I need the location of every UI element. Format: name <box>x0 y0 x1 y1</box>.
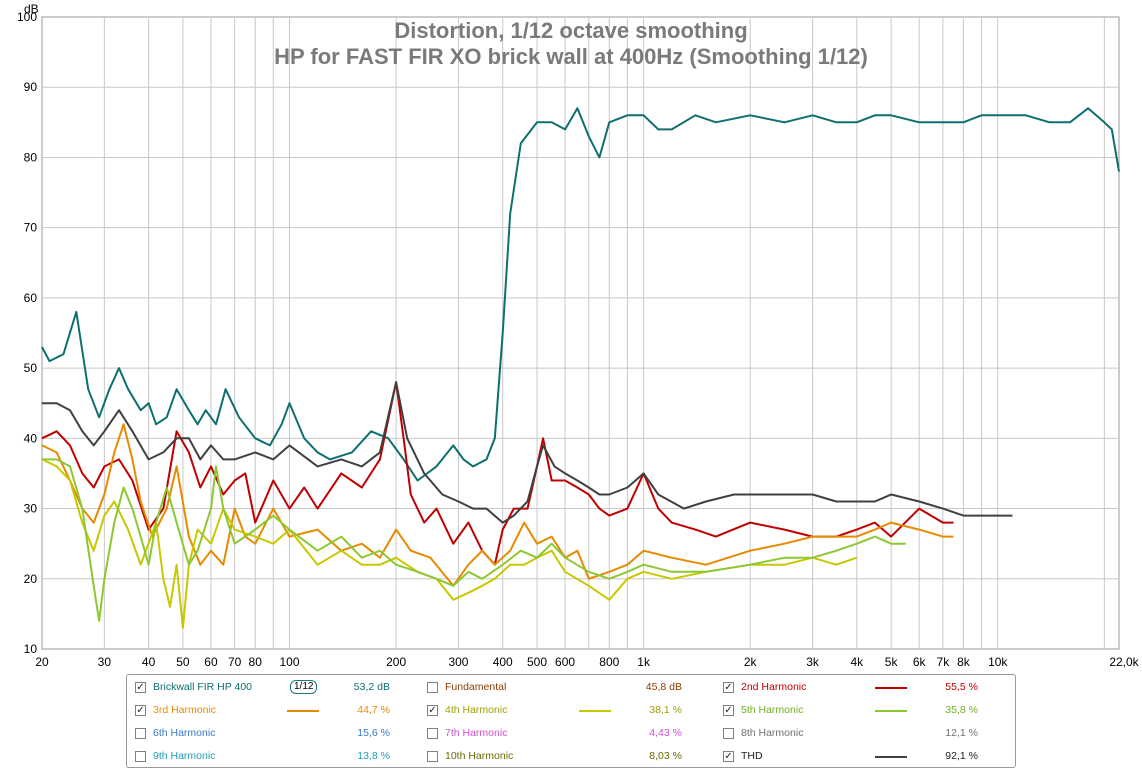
x-tick-label: 8k <box>957 655 971 669</box>
x-tick-label: 4k <box>850 655 864 669</box>
y-tick-label: 70 <box>24 221 38 235</box>
x-tick-label: 5k <box>885 655 899 669</box>
x-tick-label: 20 <box>35 655 49 669</box>
legend-value-3rd-harmonic: 44,7 % <box>357 704 390 716</box>
x-tick-label: 40 <box>142 655 156 669</box>
x-tick-label: 500 <box>527 655 547 669</box>
legend-name-2nd-harmonic: 2nd Harmonic <box>741 681 807 693</box>
legend-checkbox-fundamental[interactable] <box>427 682 438 693</box>
y-axis-ticks: 10 20 30 40 50 60 70 80 90 100 <box>17 10 37 656</box>
legend-name-3rd-harmonic: 3rd Harmonic <box>153 704 217 716</box>
legend: ✓ Brickwall FIR HP 400 1/12 53,2 dB Fundamen… <box>126 674 1016 768</box>
x-tick-label: 70 <box>228 655 242 669</box>
legend-name-thd: THD <box>741 750 763 762</box>
series-line-brickwall-fir-hp-400 <box>41 107 1120 482</box>
y-tick-label: 50 <box>24 361 38 375</box>
x-tick-label: 800 <box>599 655 619 669</box>
legend-value-2nd-harmonic: 55,5 % <box>945 681 978 693</box>
x-tick-label: 30 <box>98 655 112 669</box>
legend-checkbox-7th-harmonic[interactable] <box>427 728 438 739</box>
legend-value-thd: 92,1 % <box>945 750 978 762</box>
series-line-2nd-harmonic <box>41 381 954 566</box>
y-tick-label: 90 <box>24 80 38 94</box>
series-line-thd <box>42 381 1013 524</box>
x-tick-label: 22,0k Hz <box>1109 655 1142 669</box>
series-lines <box>41 107 1120 629</box>
legend-name-4th-harmonic: 4th Harmonic <box>445 704 508 716</box>
legend-checkbox-brickwall-fir-hp-400[interactable]: ✓ <box>135 682 146 693</box>
legend-checkbox-2nd-harmonic[interactable]: ✓ <box>723 682 734 693</box>
x-tick-label: 50 <box>176 655 190 669</box>
legend-checkbox-9th-harmonic[interactable] <box>135 751 146 762</box>
legend-name-7th-harmonic: 7th Harmonic <box>445 727 508 739</box>
y-tick-label: 20 <box>24 572 38 586</box>
legend-swatch-thd <box>875 756 907 758</box>
legend-value-10th-harmonic: 8,03 % <box>649 750 682 762</box>
legend-value-4th-harmonic: 38,1 % <box>649 704 682 716</box>
series-line-4th-harmonic <box>41 458 858 629</box>
x-tick-label: 200 <box>386 655 406 669</box>
y-tick-label: 60 <box>24 291 38 305</box>
legend-checkbox-10th-harmonic[interactable] <box>427 751 438 762</box>
x-tick-label: 1k <box>637 655 651 669</box>
legend-name-fundamental: Fundamental <box>445 681 507 693</box>
legend-checkbox-6th-harmonic[interactable] <box>135 728 146 739</box>
legend-value-6th-harmonic: 15,6 % <box>357 727 390 739</box>
chart-title: Distortion, 1/12 octave smoothing <box>394 18 747 43</box>
legend-checkbox-4th-harmonic[interactable]: ✓ <box>427 705 438 716</box>
legend-name-6th-harmonic: 6th Harmonic <box>153 727 216 739</box>
y-tick-label: 30 <box>24 502 38 516</box>
x-tick-label: 3k <box>806 655 820 669</box>
legend-name-5th-harmonic: 5th Harmonic <box>741 704 804 716</box>
legend-value-9th-harmonic: 13,8 % <box>357 750 390 762</box>
y-tick-label: 80 <box>24 150 38 164</box>
distortion-chart: 20 30 40 50 60 70 80 100 200 300 400 500 600 800 1k 2k 3… <box>17 2 1142 669</box>
legend-value-7th-harmonic: 4,43 % <box>649 727 682 739</box>
y-axis-label: dB <box>24 2 39 16</box>
y-tick-label: 100 <box>17 10 37 24</box>
legend-swatch-4th-harmonic <box>579 710 611 712</box>
legend-swatch-3rd-harmonic <box>287 710 319 712</box>
legend-checkbox-8th-harmonic[interactable] <box>723 728 734 739</box>
y-tick-label: 10 <box>24 642 38 656</box>
plot-area <box>41 16 1120 650</box>
legend-checkbox-thd[interactable]: ✓ <box>723 751 734 762</box>
x-tick-label: 600 <box>555 655 575 669</box>
legend-checkbox-5th-harmonic[interactable]: ✓ <box>723 705 734 716</box>
x-tick-label: 6k <box>913 655 927 669</box>
y-tick-label: 40 <box>24 431 38 445</box>
series-line-3rd-harmonic <box>41 423 954 587</box>
series-line-5th-harmonic <box>42 458 906 622</box>
legend-swatch-5th-harmonic <box>875 710 907 712</box>
x-tick-label: 300 <box>448 655 468 669</box>
x-tick-label: 60 <box>204 655 218 669</box>
legend-value-fundamental: 45,8 dB <box>645 681 682 693</box>
chart-subtitle: HP for FAST FIR XO brick wall at 400Hz (… <box>274 44 868 69</box>
x-tick-label: 10k <box>988 655 1008 669</box>
x-tick-label: 400 <box>493 655 513 669</box>
x-tick-label: 2k <box>744 655 758 669</box>
legend-value-5th-harmonic: 35,8 % <box>945 704 978 716</box>
x-axis-ticks: 20 30 40 50 60 70 80 100 200 300 400 500 600 800 1k 2k 3… <box>35 655 1142 669</box>
legend-name-8th-harmonic: 8th Harmonic <box>741 727 804 739</box>
legend-checkbox-3rd-harmonic[interactable]: ✓ <box>135 705 146 716</box>
legend-value-brickwall-fir-hp-400: 53,2 dB <box>353 681 390 693</box>
smoothing-indicator[interactable]: 1/12 <box>290 680 318 694</box>
legend-value-8th-harmonic: 12,1 % <box>945 727 978 739</box>
x-tick-label: 80 <box>249 655 263 669</box>
legend-name-10th-harmonic: 10th Harmonic <box>445 750 514 762</box>
legend-name-9th-harmonic: 9th Harmonic <box>153 750 216 762</box>
legend-name-brickwall-fir-hp-400: Brickwall FIR HP 400 <box>153 681 253 693</box>
x-tick-label: 7k <box>937 655 951 669</box>
legend-swatch-2nd-harmonic <box>875 687 907 689</box>
x-tick-label: 100 <box>279 655 299 669</box>
